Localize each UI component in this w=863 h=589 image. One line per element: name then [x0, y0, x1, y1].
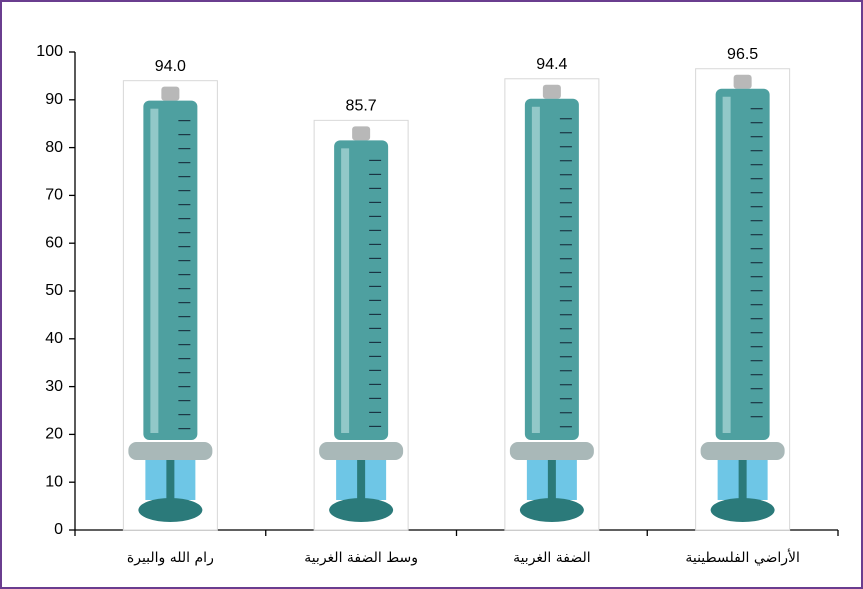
y-tick-label: 80 [45, 139, 63, 156]
syringe-tip [352, 126, 371, 141]
syringe-flange [700, 442, 785, 460]
syringe-tip [161, 86, 180, 101]
syringe-tip [542, 84, 561, 99]
x-tick-label: الأراضي الفلسطينية [685, 548, 800, 566]
syringe-shine [722, 96, 731, 433]
y-tick-label: 30 [45, 378, 63, 395]
syringe-flange [128, 442, 213, 460]
y-tick-label: 60 [45, 234, 63, 251]
syringe-flange [509, 442, 594, 460]
value-label: 94.4 [536, 56, 567, 73]
syringe-rod [357, 460, 366, 500]
value-label: 85.7 [346, 98, 377, 115]
syringe-shine [150, 108, 159, 434]
syringe-base [329, 498, 394, 522]
syringe-shine [341, 148, 350, 433]
y-tick-label: 20 [45, 426, 63, 443]
syringe-rod [166, 460, 175, 500]
syringe-base [519, 498, 584, 522]
y-tick-label: 50 [45, 282, 63, 299]
value-label: 94.0 [155, 58, 186, 75]
syringe-tip [733, 74, 752, 89]
syringe-base [710, 498, 775, 522]
x-tick-label: وسط الضفة الغربية [304, 550, 418, 566]
syringe-rod [547, 460, 556, 500]
y-tick-label: 0 [54, 521, 63, 538]
y-tick-label: 100 [36, 43, 63, 60]
syringe-rod [738, 460, 747, 500]
y-tick-label: 90 [45, 91, 63, 108]
syringe-flange [319, 442, 404, 460]
y-tick-label: 40 [45, 330, 63, 347]
syringe-base [138, 498, 203, 522]
value-label: 96.5 [727, 46, 758, 63]
y-tick-label: 70 [45, 187, 63, 204]
x-tick-label: الضفة الغربية [513, 550, 591, 566]
x-tick-label: رام الله والبيرة [127, 550, 214, 566]
y-tick-label: 10 [45, 473, 63, 490]
syringe-shine [531, 106, 540, 433]
